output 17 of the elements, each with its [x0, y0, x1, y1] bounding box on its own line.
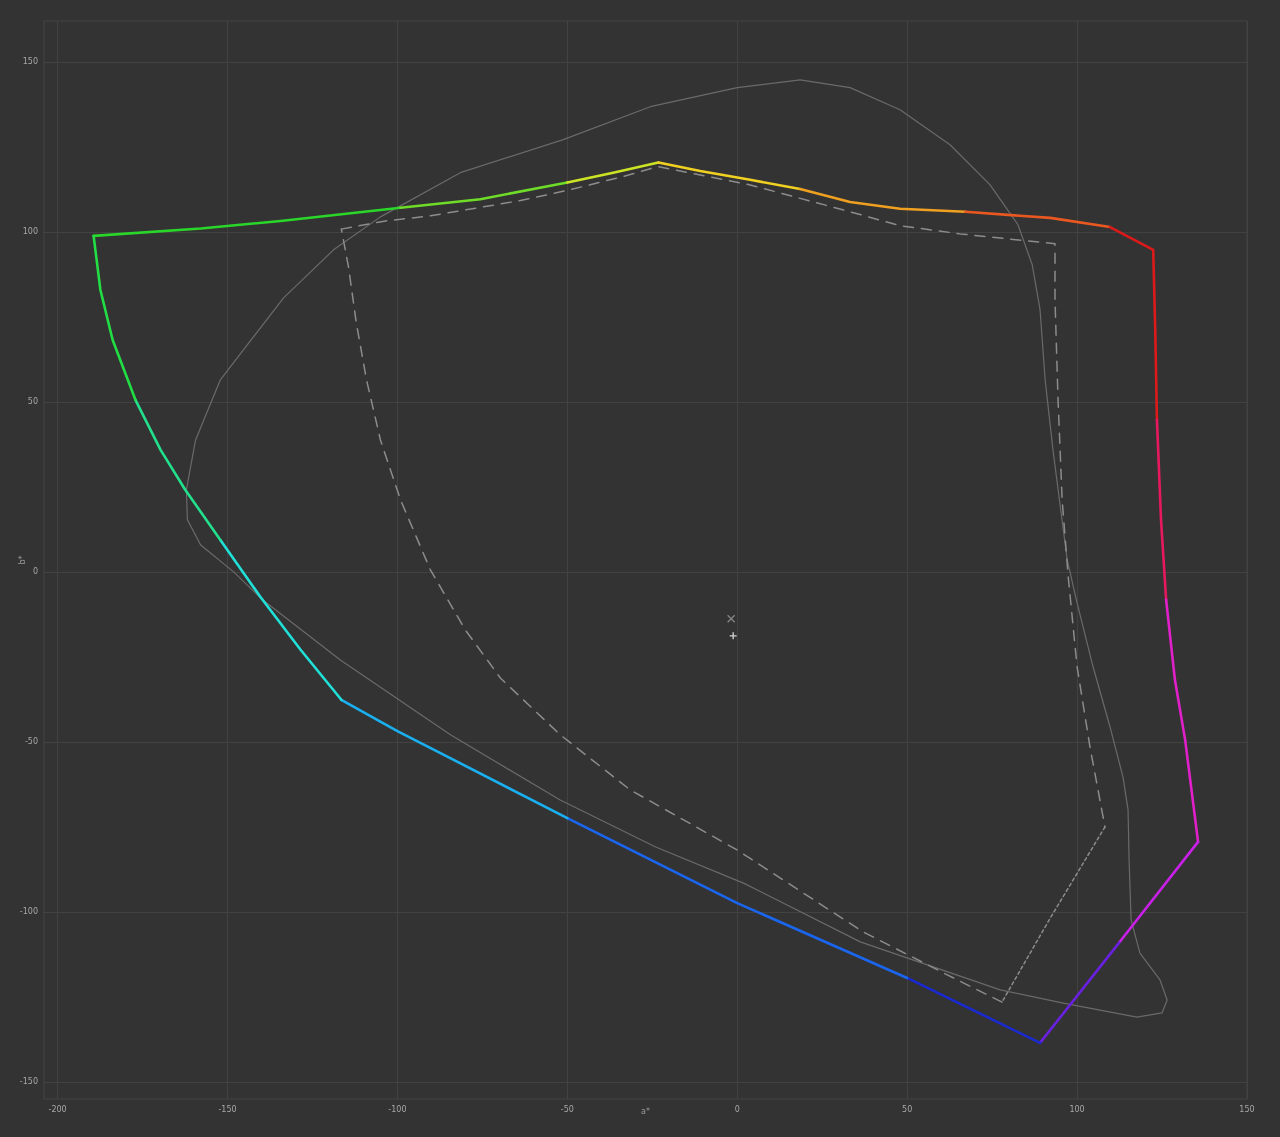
x-tick-label: -150	[218, 1104, 237, 1114]
y-tick-label: -150	[19, 1077, 38, 1087]
x-axis-title: a*	[641, 1106, 650, 1116]
x-tick-label: 150	[1239, 1104, 1255, 1114]
y-tick-label: 50	[27, 397, 38, 407]
x-tick-label: 50	[902, 1104, 913, 1114]
x-tick-label: -100	[388, 1104, 407, 1114]
x-tick-label: -50	[560, 1104, 574, 1114]
y-tick-label: -50	[24, 737, 38, 747]
y-tick-label: -100	[19, 907, 38, 917]
x-tick-label: 100	[1069, 1104, 1085, 1114]
y-axis-title: b*	[17, 555, 27, 565]
x-tick-label: -200	[48, 1104, 67, 1114]
y-tick-label: 100	[22, 227, 38, 237]
y-tick-label: 0	[32, 567, 38, 577]
y-tick-label: 150	[22, 57, 38, 67]
x-tick-label: 0	[734, 1104, 740, 1114]
